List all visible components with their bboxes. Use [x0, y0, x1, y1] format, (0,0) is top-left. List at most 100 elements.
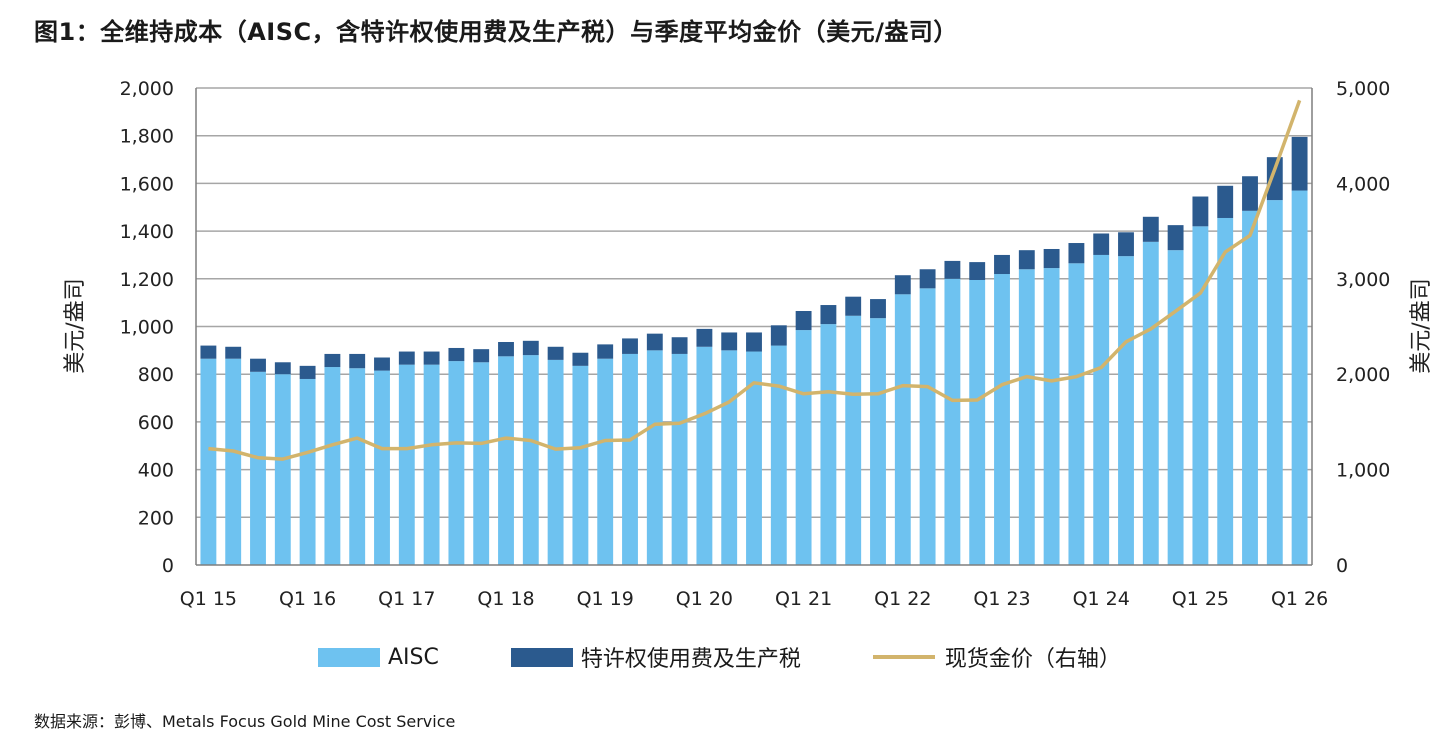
y-tick-label-left: 400 [138, 460, 174, 482]
bar-aisc [1167, 250, 1184, 565]
bar-aisc [845, 315, 862, 565]
bar-aisc [274, 374, 291, 565]
bar-royalty [1192, 196, 1209, 227]
legend-swatch-royalty [510, 647, 573, 667]
bar-aisc [1192, 226, 1209, 565]
source-note: 数据来源：彭博、Metals Focus Gold Mine Cost Serv… [34, 712, 456, 731]
bar-aisc [1093, 254, 1110, 565]
bar-royalty [1291, 136, 1308, 191]
bar-aisc [572, 365, 589, 565]
bar-aisc [1291, 190, 1308, 565]
bar-series [200, 136, 1308, 566]
bar-royalty [870, 299, 886, 319]
bar-royalty [1142, 216, 1159, 242]
y-tick-label-left: 1,200 [120, 269, 174, 291]
legend-item-aisc: AISC [318, 645, 439, 670]
bar-royalty [845, 296, 862, 316]
x-tick-label: Q1 22 [874, 588, 931, 610]
bar-aisc [547, 359, 564, 565]
bar-aisc [349, 368, 366, 565]
tick-labels: 0 200 400 600 800 1,000 1,200 1,400 1,600 1,800 2,… [120, 78, 1391, 610]
bar-aisc [1217, 217, 1234, 566]
x-tick-label: Q1 24 [1073, 588, 1130, 610]
bar-royalty [572, 352, 589, 366]
legend-label-gold-price: 现货金价（右轴） [944, 647, 1121, 672]
bar-aisc [498, 356, 514, 565]
bar-aisc [200, 358, 217, 565]
bar-royalty [498, 342, 514, 357]
bar-aisc [522, 355, 539, 565]
legend-label-aisc: AISC [388, 644, 439, 670]
bar-royalty [969, 262, 986, 280]
bar-royalty [448, 347, 465, 362]
legend: AISC 特许权使用费及生产税 现货金价（右轴） [318, 641, 1121, 673]
bar-aisc [622, 353, 638, 565]
legend-swatch-aisc [318, 647, 380, 667]
bar-royalty [324, 353, 341, 368]
bar-aisc [597, 358, 614, 565]
bar-royalty [1266, 157, 1283, 201]
bar-royalty [1167, 225, 1184, 251]
bar-royalty [770, 325, 787, 346]
bar-aisc [225, 358, 242, 565]
x-tick-label: Q1 16 [279, 588, 336, 610]
x-tick-label: Q1 18 [477, 588, 534, 610]
bar-royalty [597, 344, 614, 359]
chart-title: 图1：全维持成本（AISC，含特许权使用费及生产税）与季度平均金价（美元/盎司） [34, 18, 958, 46]
bar-royalty [423, 351, 440, 365]
bar-aisc [324, 367, 341, 565]
bar-royalty [919, 269, 936, 289]
bar-aisc [721, 350, 738, 565]
bar-aisc [423, 364, 440, 565]
gold-price-line [208, 99, 1302, 461]
bar-aisc [646, 350, 663, 565]
bar-aisc [820, 324, 837, 565]
y-tick-label-left: 800 [138, 364, 174, 386]
bar-aisc [969, 279, 986, 565]
bar-aisc [299, 378, 316, 565]
bar-aisc [770, 345, 787, 565]
bar-royalty [1068, 243, 1085, 264]
bar-royalty [547, 346, 564, 360]
bar-aisc [473, 362, 490, 565]
y-axis-label-right: 美元/盎司 [1409, 278, 1434, 373]
y-tick-label-right: 1,000 [1336, 460, 1390, 482]
y-tick-label-left: 2,000 [120, 78, 174, 100]
bar-royalty [1242, 176, 1258, 211]
bar-royalty [1043, 248, 1060, 269]
bar-aisc [795, 330, 812, 565]
bar-aisc [1043, 268, 1060, 565]
x-tick-label: Q1 17 [378, 588, 435, 610]
y-axis-label-left: 美元/盎司 [63, 278, 88, 373]
bar-aisc [448, 361, 465, 565]
bar-royalty [522, 340, 539, 356]
bar-aisc [894, 294, 911, 565]
y-tick-label-right: 0 [1336, 555, 1348, 577]
bar-royalty [1093, 233, 1110, 255]
bar-aisc [250, 371, 266, 565]
bar-aisc [1018, 269, 1035, 565]
bar-aisc [1142, 241, 1159, 565]
bar-royalty [299, 365, 316, 379]
bar-royalty [250, 358, 266, 372]
legend-label-royalty: 特许权使用费及生产税 [580, 647, 801, 672]
bar-royalty [200, 345, 217, 359]
x-tick-label: Q1 26 [1271, 588, 1328, 610]
y-tick-label-left: 1,000 [120, 317, 174, 339]
bar-aisc [671, 353, 688, 565]
bar-aisc [696, 346, 713, 565]
bar-aisc [398, 364, 415, 565]
x-tick-label: Q1 15 [180, 588, 237, 610]
y-tick-label-left: 200 [138, 507, 174, 529]
x-tick-label: Q1 25 [1172, 588, 1229, 610]
bar-royalty [646, 333, 663, 351]
legend-item-gold-price: 现货金价（右轴） [872, 641, 1121, 673]
bar-aisc [1266, 200, 1283, 565]
y-tick-label-left: 1,800 [120, 126, 174, 148]
bar-royalty [1118, 232, 1134, 257]
x-tick-label: Q1 19 [577, 588, 634, 610]
bar-royalty [473, 349, 490, 363]
x-tick-label: Q1 21 [775, 588, 832, 610]
bar-royalty [746, 332, 762, 352]
